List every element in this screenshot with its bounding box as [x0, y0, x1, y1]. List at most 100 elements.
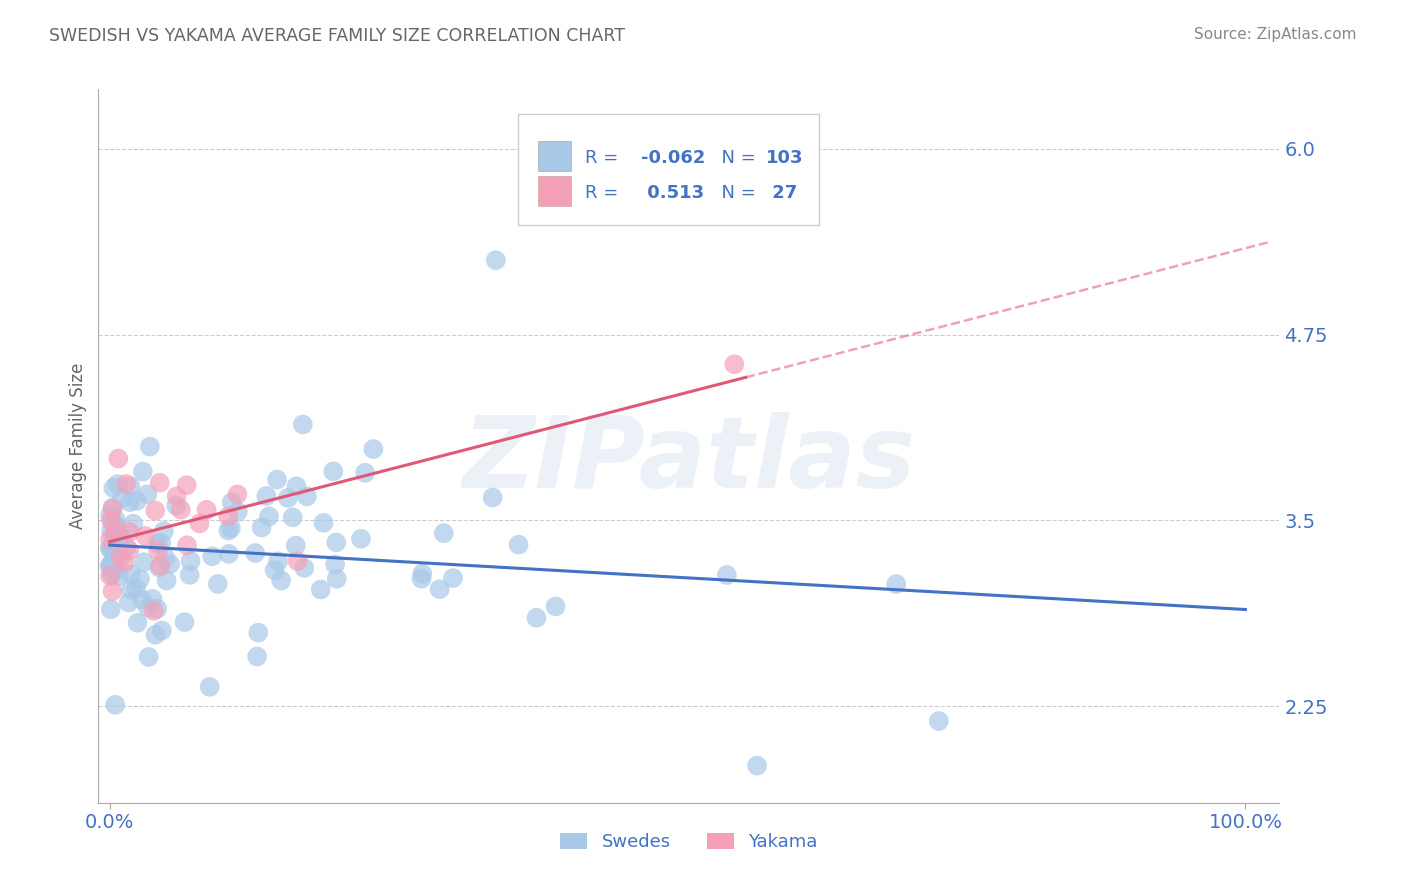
Point: [136, 487, 159, 501]
Point: [132, 555, 155, 569]
Point: [312, 516, 335, 530]
Point: [411, 566, 433, 581]
Point: [270, 574, 292, 588]
Point: [217, 524, 239, 538]
Point: [295, 489, 318, 503]
Point: [292, 561, 315, 575]
Point: [180, 554, 202, 568]
Point: [226, 505, 249, 519]
Point: [101, 516, 124, 530]
Point: [170, 502, 193, 516]
Point: [723, 357, 745, 371]
Point: [100, 602, 122, 616]
Point: [118, 524, 141, 539]
Point: [928, 714, 950, 728]
Point: [120, 479, 142, 493]
Point: [266, 473, 288, 487]
Point: [98, 532, 121, 546]
Point: [508, 538, 530, 552]
Point: [166, 489, 188, 503]
Point: [127, 615, 149, 630]
Text: N =: N =: [710, 149, 762, 167]
Point: [101, 557, 124, 571]
Point: [281, 510, 304, 524]
Point: [132, 465, 155, 479]
Point: [118, 595, 141, 609]
Point: [103, 553, 125, 567]
Point: [309, 582, 332, 597]
Point: [226, 487, 249, 501]
Point: [159, 557, 181, 571]
Point: [285, 479, 308, 493]
Point: [104, 698, 127, 712]
Point: [129, 572, 152, 586]
Point: [250, 520, 273, 534]
Point: [98, 541, 121, 555]
Point: [141, 591, 163, 606]
Point: [100, 524, 122, 538]
Point: [143, 503, 166, 517]
Text: 0.513: 0.513: [641, 185, 703, 202]
Point: [146, 536, 169, 550]
Point: [125, 582, 148, 596]
Point: [110, 550, 132, 565]
Text: Source: ZipAtlas.com: Source: ZipAtlas.com: [1194, 27, 1357, 42]
Point: [115, 477, 138, 491]
Point: [146, 543, 169, 558]
Point: [101, 584, 124, 599]
Point: [114, 555, 136, 569]
Point: [526, 611, 548, 625]
Point: [111, 491, 134, 505]
Point: [131, 592, 153, 607]
Point: [108, 569, 131, 583]
Point: [481, 491, 503, 505]
Point: [101, 566, 124, 581]
Point: [165, 499, 187, 513]
Point: [411, 572, 433, 586]
Point: [363, 442, 385, 456]
Point: [325, 535, 347, 549]
Point: [326, 572, 349, 586]
Point: [145, 628, 167, 642]
Point: [104, 524, 127, 538]
Point: [207, 577, 229, 591]
Point: [150, 536, 173, 550]
Point: [98, 558, 121, 572]
Point: [118, 495, 141, 509]
Point: [544, 599, 567, 614]
Point: [120, 567, 142, 582]
Point: [217, 509, 239, 524]
FancyBboxPatch shape: [517, 114, 818, 225]
Point: [195, 502, 218, 516]
Text: ZIPatlas: ZIPatlas: [463, 412, 915, 508]
Point: [101, 501, 124, 516]
Point: [246, 649, 269, 664]
Point: [148, 560, 170, 574]
Point: [115, 540, 138, 554]
Point: [101, 540, 124, 554]
Point: [149, 558, 172, 573]
Point: [122, 516, 145, 531]
Point: [135, 529, 157, 543]
Text: R =: R =: [585, 185, 624, 202]
Point: [441, 571, 464, 585]
Point: [100, 514, 122, 528]
Point: [103, 534, 125, 549]
Point: [277, 491, 299, 505]
Point: [104, 513, 127, 527]
Point: [291, 417, 314, 432]
Point: [118, 543, 141, 558]
Point: [179, 568, 201, 582]
Point: [110, 531, 132, 545]
Point: [136, 600, 159, 615]
Point: [142, 604, 165, 618]
Text: N =: N =: [710, 185, 762, 202]
Point: [433, 526, 456, 541]
Point: [120, 582, 142, 597]
Point: [201, 549, 224, 564]
Point: [101, 500, 124, 515]
Point: [198, 680, 221, 694]
Point: [98, 560, 121, 574]
Point: [149, 475, 172, 490]
Point: [219, 521, 242, 535]
